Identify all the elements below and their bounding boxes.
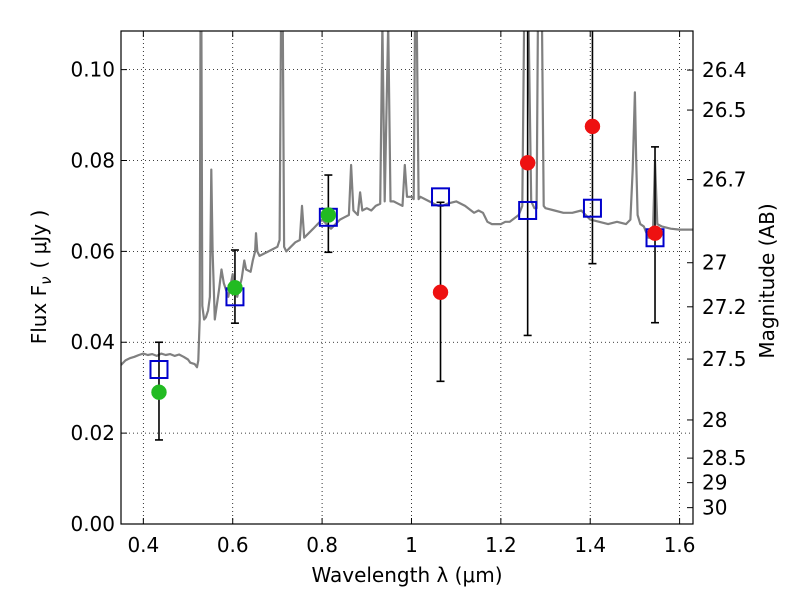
y-axis-ticks: 0.00 0.02 0.04 0.06 0.08 0.10	[70, 58, 127, 536]
right-tick-label: 27.2	[702, 295, 747, 319]
right-tick-label: 28.5	[702, 446, 747, 470]
error-bar-layer	[154, 31, 660, 441]
x-axis-ticks: 0.4 0.6 0.8 1 1.2 1.4 1.6	[127, 31, 696, 557]
low-significance-point	[584, 118, 601, 135]
right-tick-label: 26.7	[702, 168, 747, 192]
y-tick-label: 0.00	[70, 512, 115, 536]
model-photometry-square	[431, 187, 451, 207]
low-significance-point	[519, 155, 536, 171]
y-tick-label: 0.06	[70, 239, 115, 263]
model-photometry-square	[518, 200, 538, 220]
right-tick-label: 27	[702, 251, 727, 275]
y-tick-label: 0.10	[70, 58, 115, 82]
low-significance-point	[647, 225, 663, 241]
detection-point	[151, 384, 167, 400]
model-photometry-square	[582, 198, 602, 218]
right-tick-label: 28	[702, 408, 727, 432]
y-tick-label: 0.02	[70, 421, 115, 445]
y-tick-label: 0.04	[70, 330, 115, 354]
detection-point	[320, 207, 337, 223]
y-axis-label-unit: ( μJy )	[27, 210, 51, 269]
detection-point	[227, 279, 243, 296]
right-tick-label: 26.4	[702, 58, 747, 82]
right-tick-label: 27.5	[702, 347, 747, 371]
right-axis-label: Magnitude (AB)	[755, 203, 779, 358]
y-tick-label: 0.08	[70, 148, 115, 172]
right-tick-label: 30	[702, 496, 727, 520]
x-tick-label: 1.4	[574, 533, 606, 557]
model-photometry-square	[149, 360, 169, 380]
y-axis-label-subscript: ν	[37, 276, 55, 284]
x-axis-label: Wavelength λ (μm)	[311, 563, 502, 587]
x-tick-label: 0.8	[306, 533, 338, 557]
low-significance-point	[432, 284, 449, 301]
right-tick-label: 29	[702, 471, 727, 495]
x-tick-label: 1.6	[664, 533, 696, 557]
y-axis-label-text: Flux F	[27, 285, 51, 344]
x-tick-label: 1.2	[485, 533, 517, 557]
spectrum-layer	[121, 31, 693, 369]
grid-lines	[121, 31, 693, 525]
x-tick-label: 1	[405, 533, 418, 557]
spectrum-line	[121, 31, 693, 369]
x-tick-label: 0.6	[217, 533, 249, 557]
marker-layer	[149, 118, 665, 400]
plot-frame	[120, 30, 694, 525]
y-axis-label: Flux Fν ( μJy )	[27, 210, 55, 345]
x-tick-label: 0.4	[127, 533, 159, 557]
right-tick-label: 26.5	[702, 98, 747, 122]
